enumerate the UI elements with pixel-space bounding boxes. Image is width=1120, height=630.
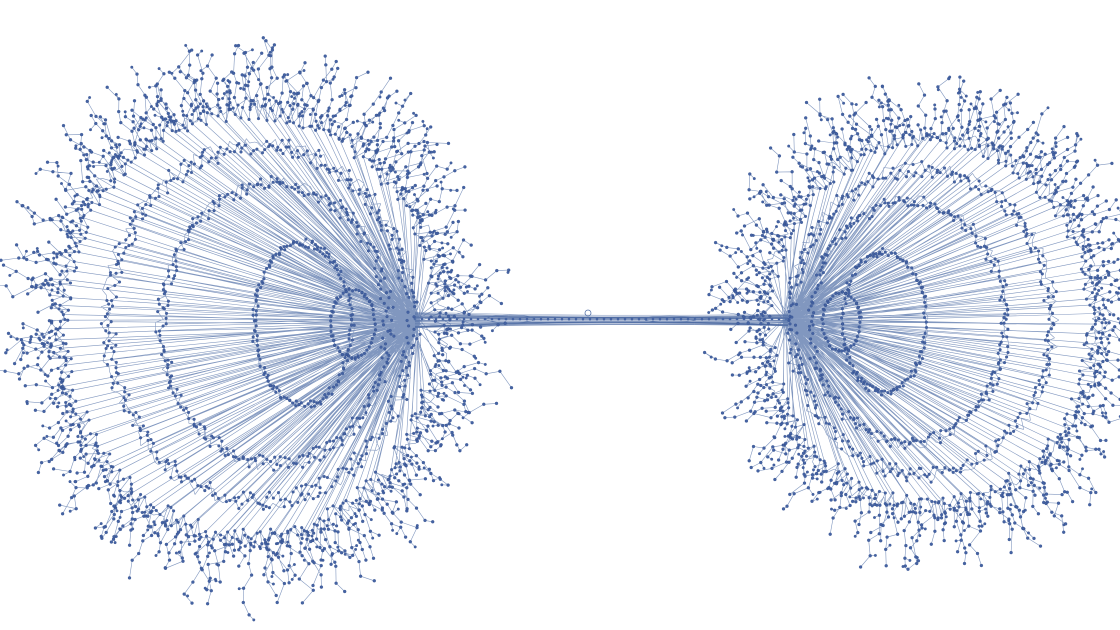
bridge-loop: [485, 314, 535, 324]
bridge-nodes: [413, 317, 788, 321]
nodes: [0, 36, 514, 622]
bridge-loop: [643, 315, 697, 323]
edges: [0, 37, 512, 621]
bridge-node: [584, 309, 592, 317]
bridge-edges: [414, 311, 789, 329]
nodes: [702, 75, 1120, 571]
